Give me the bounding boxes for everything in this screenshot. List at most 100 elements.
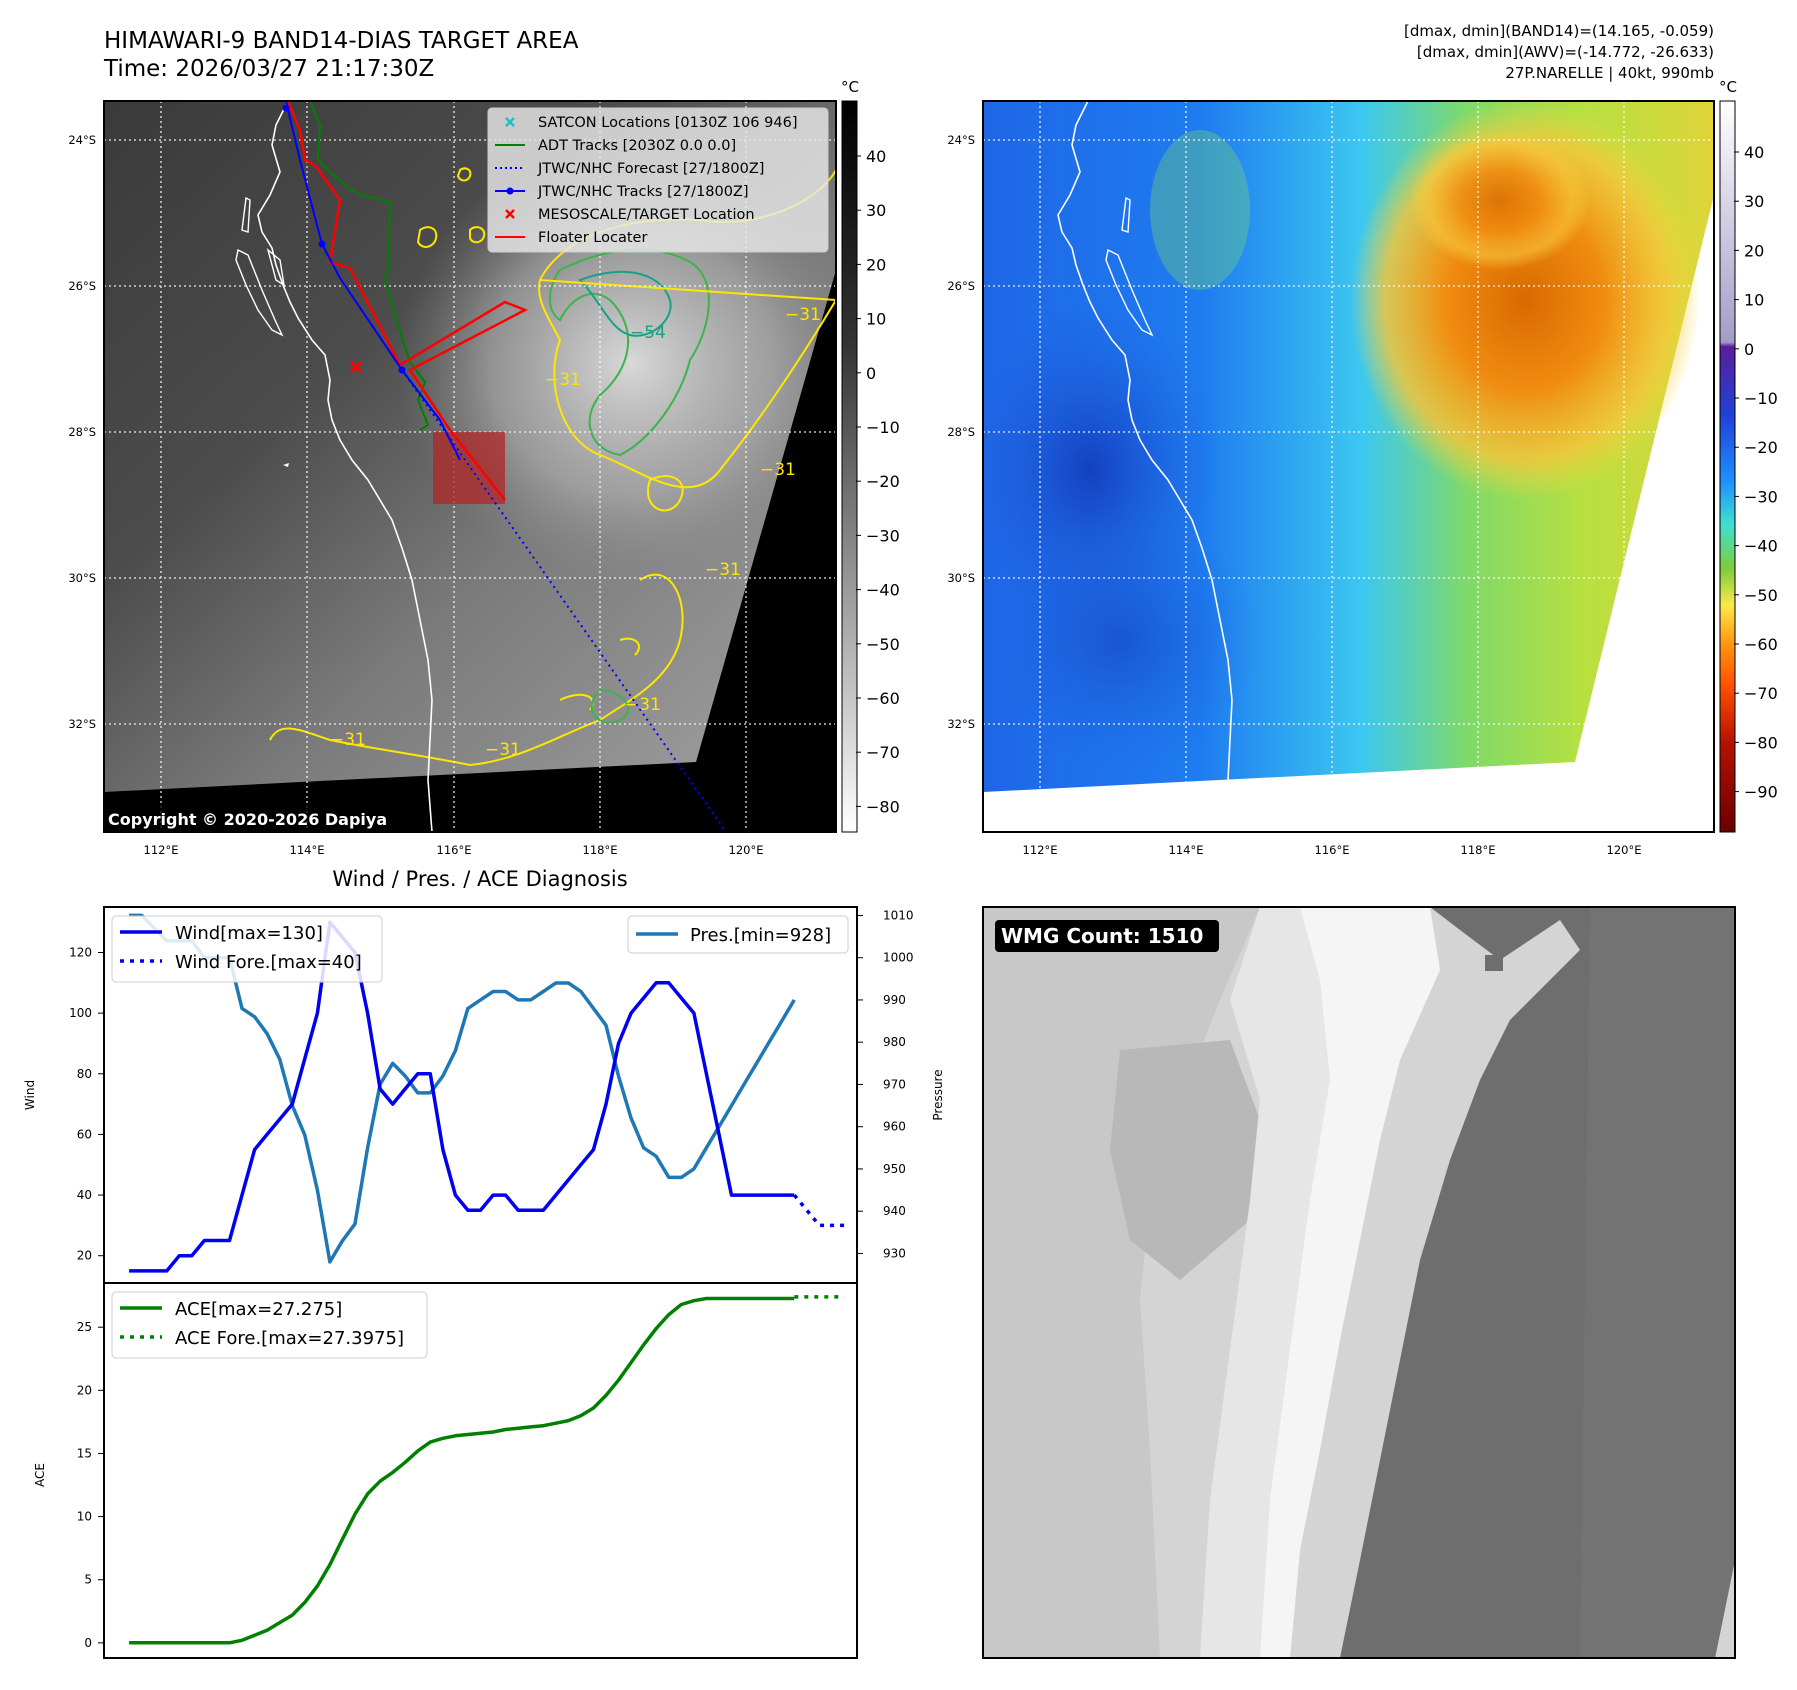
mesoscale-target-box bbox=[433, 432, 505, 504]
colorbar-tick-label: −50 bbox=[1744, 586, 1778, 605]
contour-teal bbox=[578, 270, 672, 337]
colorbar-tick-label: 20 bbox=[1744, 241, 1764, 260]
jtwc-track-point bbox=[318, 240, 326, 248]
lon-label: 114°E bbox=[290, 843, 325, 857]
coastline-inlets bbox=[235, 196, 285, 337]
coastline bbox=[257, 101, 433, 832]
pressure-series-line bbox=[129, 913, 796, 1264]
mesoscale-target-marker bbox=[349, 360, 363, 374]
lon-label: 118°E bbox=[583, 843, 618, 857]
lon-label: 112°E bbox=[1023, 843, 1058, 857]
colorbar-tick-label: −10 bbox=[866, 418, 900, 437]
wind-pressure-plot bbox=[129, 913, 845, 1273]
contour-label: −31 bbox=[785, 305, 821, 325]
axis-tick-label: 10 bbox=[77, 1510, 92, 1524]
jtwc-track-point bbox=[282, 104, 290, 112]
legend-label: SATCON Locations [0130Z 106 946] bbox=[538, 115, 797, 131]
colorbar-tick-label: 40 bbox=[1744, 143, 1764, 162]
lat-label: 32°S bbox=[947, 717, 975, 731]
axis-tick-label: 930 bbox=[883, 1246, 906, 1260]
wmg-band-white bbox=[1260, 907, 1440, 1658]
awv-colorbar-unit: °C bbox=[1719, 78, 1737, 96]
awv-map-frame bbox=[982, 100, 1715, 833]
pressure-legend: Pres.[min=928] bbox=[627, 915, 849, 954]
ir-map-panel: −31 −54 −31 −31 −31 −31 −31 −31 bbox=[68, 78, 899, 857]
island bbox=[283, 463, 289, 467]
colorbar-tick-label: 40 bbox=[866, 147, 886, 166]
awv-coastline bbox=[1057, 101, 1233, 781]
axis-tick-label: 100 bbox=[69, 1006, 92, 1020]
wind-series-line bbox=[129, 920, 795, 1273]
axis-tick-label: 980 bbox=[883, 1035, 906, 1049]
lat-label: 24°S bbox=[947, 133, 975, 147]
legend-label: JTWC/NHC Tracks [27/1800Z] bbox=[537, 184, 749, 200]
axis-tick-label: 950 bbox=[883, 1162, 906, 1176]
wind-axis-ticks: 20 40 60 80 100 120 bbox=[69, 945, 104, 1263]
axis-tick-label: 15 bbox=[77, 1446, 92, 1460]
contour-label: −31 bbox=[485, 740, 521, 760]
legend-satcon-marker bbox=[505, 117, 515, 127]
copyright-box bbox=[104, 806, 420, 832]
axis-tick-label: 60 bbox=[77, 1127, 92, 1141]
colorbar-tick-label: −10 bbox=[1744, 389, 1778, 408]
info-band14-range: [dmax, dmin](BAND14)=(14.165, -0.059) bbox=[1403, 22, 1714, 40]
colorbar-tick-label: 30 bbox=[866, 201, 886, 220]
legend-label: Pres.[min=928] bbox=[690, 925, 831, 946]
info-awv-range: [dmax, dmin](AWV)=(-14.772, -26.633) bbox=[1416, 43, 1714, 61]
lat-label: 26°S bbox=[68, 279, 96, 293]
colorbar-tick-label: −50 bbox=[866, 635, 900, 654]
wmg-panel: WMG Count: 1510 bbox=[982, 906, 1736, 1659]
contour-label: −31 bbox=[760, 460, 796, 480]
diagnosis-title: Wind / Pres. / ACE Diagnosis bbox=[332, 867, 627, 891]
lon-label: 112°E bbox=[144, 843, 179, 857]
colorbar-tick-label: −60 bbox=[866, 689, 900, 708]
colorbar-tick-label: −30 bbox=[1744, 487, 1778, 506]
lat-label: 30°S bbox=[947, 571, 975, 585]
colorbar-tick-label: 20 bbox=[866, 255, 886, 274]
colorbar-tick-label: −90 bbox=[1744, 783, 1778, 802]
lon-label: 116°E bbox=[1315, 843, 1350, 857]
wind-legend-box bbox=[111, 915, 383, 983]
wind-axis-label: Wind bbox=[23, 1080, 37, 1110]
colorbar-tick-label: −70 bbox=[866, 743, 900, 762]
axis-tick-label: 970 bbox=[883, 1077, 906, 1091]
contour-label: −31 bbox=[545, 370, 581, 390]
contour-label: −31 bbox=[625, 695, 661, 715]
legend-label: Wind Fore.[max=40] bbox=[175, 952, 362, 973]
ace-legend: ACE[max=27.275] ACE Fore.[max=27.3975] bbox=[111, 1291, 428, 1359]
jtwc-forecast bbox=[401, 369, 727, 832]
ir-colorbar bbox=[841, 100, 858, 833]
ace-plot bbox=[129, 1295, 845, 1645]
axis-tick-label: 80 bbox=[77, 1067, 92, 1081]
lat-label: 32°S bbox=[68, 717, 96, 731]
ir-map-frame bbox=[103, 100, 837, 833]
jtwc-track bbox=[285, 101, 461, 461]
wmg-count-label: WMG Count: 1510 bbox=[1001, 924, 1203, 948]
ace-axis-label: ACE bbox=[33, 1463, 47, 1487]
info-storm: 27P.NARELLE | 40kt, 990mb bbox=[1505, 64, 1714, 82]
axis-tick-label: 1010 bbox=[883, 908, 914, 922]
axis-tick-label: 960 bbox=[883, 1120, 906, 1134]
colorbar-tick-label: 30 bbox=[1744, 192, 1764, 211]
lat-label: 26°S bbox=[947, 279, 975, 293]
wmg-frame bbox=[982, 906, 1736, 1659]
awv-orange-north bbox=[1410, 130, 1590, 270]
lon-label: 120°E bbox=[1607, 843, 1642, 857]
ace-legend-box bbox=[111, 1291, 428, 1359]
lat-label: 30°S bbox=[68, 571, 96, 585]
axis-tick-label: 5 bbox=[84, 1573, 92, 1587]
wmg-dark-east bbox=[1580, 907, 1735, 1658]
colorbar-tick-label: −40 bbox=[866, 581, 900, 600]
wmg-band-gray bbox=[983, 907, 1260, 1658]
colorbar-tick-label: −20 bbox=[866, 472, 900, 491]
colorbar-tick-label: −60 bbox=[1744, 635, 1778, 654]
legend-label: Floater Locater bbox=[538, 230, 647, 246]
axis-tick-label: 40 bbox=[77, 1188, 92, 1202]
ace-series-line bbox=[129, 1296, 795, 1645]
awv-map-panel: 24°S 26°S 28°S 30°S 32°S 112°E 114°E 116… bbox=[947, 78, 1777, 857]
ir-legend: SATCON Locations [0130Z 106 946] ADT Tra… bbox=[487, 107, 829, 253]
axis-tick-label: 990 bbox=[883, 993, 906, 1007]
legend-label: ADT Tracks [2030Z 0.0 0.0] bbox=[538, 138, 736, 154]
copyright: Copyright © 2020-2026 Dapiya bbox=[108, 810, 387, 829]
